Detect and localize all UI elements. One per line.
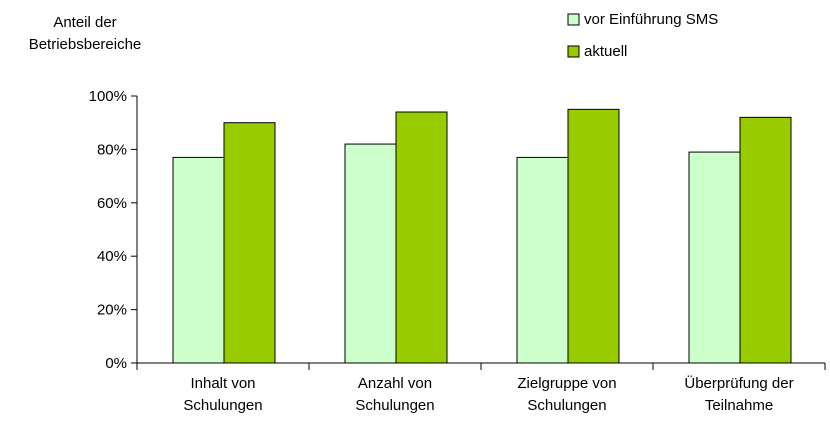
legend-label: aktuell	[584, 43, 627, 60]
legend-swatch	[567, 45, 580, 58]
bar	[172, 156, 225, 364]
bar	[567, 108, 620, 364]
y-tick-label: 0%	[105, 355, 127, 372]
y-axis-label: Anteil der Betriebsbereiche	[28, 14, 142, 53]
y-tick-label: 60%	[97, 195, 127, 212]
bar	[344, 143, 397, 364]
y-tick-label: 20%	[97, 302, 127, 319]
bar	[739, 116, 792, 364]
y-tick-label: 80%	[97, 141, 127, 158]
y-tick-label: 40%	[97, 248, 127, 265]
bar	[516, 156, 569, 364]
x-tick-label: Überprüfung der Teilnahme	[684, 375, 794, 414]
legend-label: vor Einführung SMS	[584, 11, 718, 28]
bar	[688, 151, 741, 364]
bar	[223, 122, 276, 364]
x-tick-label: Anzahl von Schulungen	[355, 375, 435, 414]
legend-swatch	[567, 13, 580, 26]
x-tick-label: Zielgruppe von Schulungen	[517, 375, 617, 414]
x-tick-label: Inhalt von Schulungen	[183, 375, 263, 414]
bar	[395, 111, 448, 364]
y-tick-label: 100%	[89, 88, 127, 105]
